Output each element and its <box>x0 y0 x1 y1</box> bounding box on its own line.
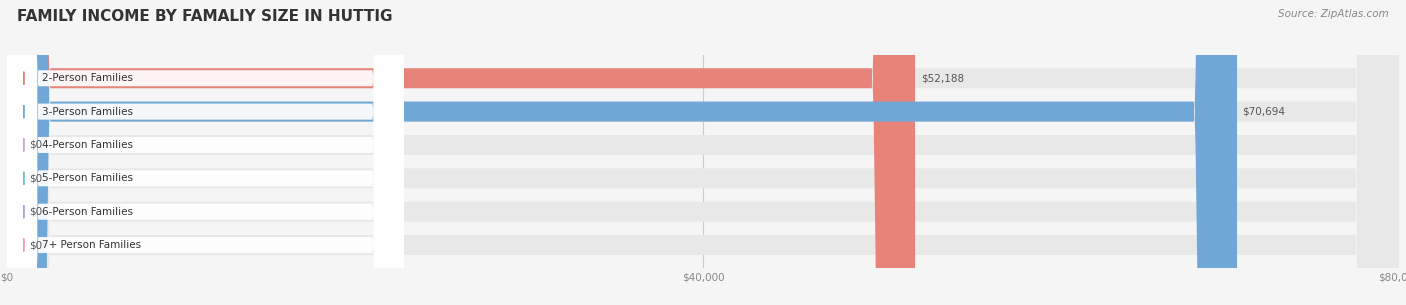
FancyBboxPatch shape <box>7 0 404 305</box>
Text: $0: $0 <box>30 140 42 150</box>
FancyBboxPatch shape <box>7 0 24 305</box>
FancyBboxPatch shape <box>7 0 404 305</box>
Text: 2-Person Families: 2-Person Families <box>42 73 132 83</box>
FancyBboxPatch shape <box>7 0 404 305</box>
Text: 7+ Person Families: 7+ Person Families <box>42 240 141 250</box>
Text: 4-Person Families: 4-Person Families <box>42 140 132 150</box>
FancyBboxPatch shape <box>7 0 404 305</box>
FancyBboxPatch shape <box>7 0 1399 305</box>
FancyBboxPatch shape <box>7 0 915 305</box>
Text: FAMILY INCOME BY FAMALIY SIZE IN HUTTIG: FAMILY INCOME BY FAMALIY SIZE IN HUTTIG <box>17 9 392 24</box>
FancyBboxPatch shape <box>7 0 1399 305</box>
FancyBboxPatch shape <box>7 0 24 305</box>
FancyBboxPatch shape <box>7 0 1399 305</box>
Text: 6-Person Families: 6-Person Families <box>42 207 132 217</box>
Text: 5-Person Families: 5-Person Families <box>42 173 132 183</box>
Text: $0: $0 <box>30 240 42 250</box>
Text: $52,188: $52,188 <box>921 73 963 83</box>
FancyBboxPatch shape <box>7 0 404 305</box>
Text: $0: $0 <box>30 173 42 183</box>
Text: 3-Person Families: 3-Person Families <box>42 107 132 117</box>
Text: $70,694: $70,694 <box>1243 107 1285 117</box>
FancyBboxPatch shape <box>7 0 1237 305</box>
FancyBboxPatch shape <box>7 0 1399 305</box>
Text: $0: $0 <box>30 207 42 217</box>
FancyBboxPatch shape <box>7 0 24 305</box>
Text: Source: ZipAtlas.com: Source: ZipAtlas.com <box>1278 9 1389 19</box>
FancyBboxPatch shape <box>7 0 1399 305</box>
FancyBboxPatch shape <box>7 0 404 305</box>
FancyBboxPatch shape <box>7 0 24 305</box>
FancyBboxPatch shape <box>7 0 1399 305</box>
